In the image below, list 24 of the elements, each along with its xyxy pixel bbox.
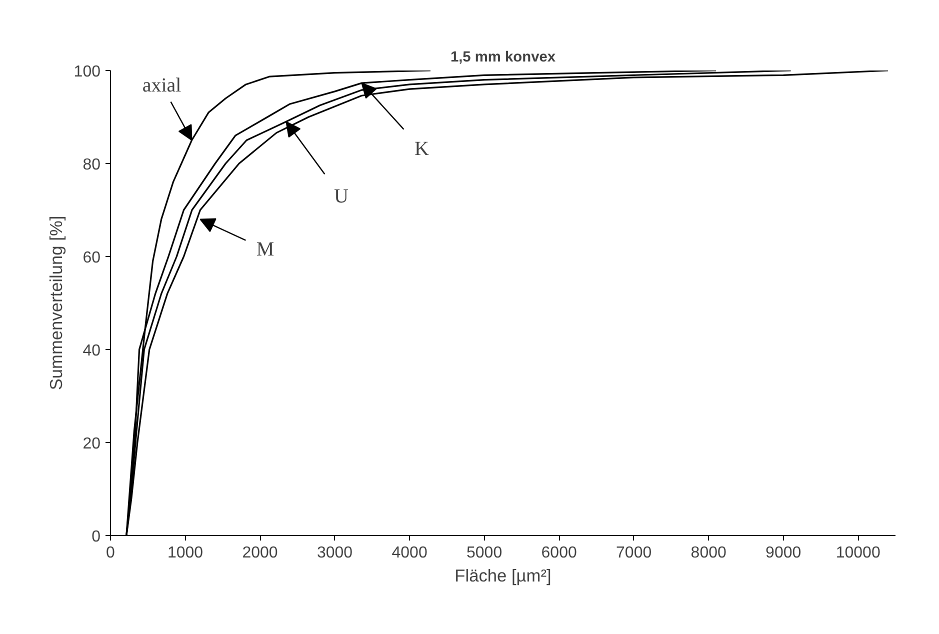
x-tick-label: 5000: [466, 544, 502, 562]
x-tick-label: 6000: [541, 544, 577, 562]
y-tick-label: 100: [74, 64, 101, 80]
x-tick-label: 10000: [836, 544, 880, 562]
x-tick-label: 7000: [616, 544, 652, 562]
y-axis-title: Summenverteilung [%]: [46, 216, 66, 390]
x-axis-title: Fläche [µm²]: [454, 566, 552, 586]
x-tick-label: 2000: [242, 544, 278, 562]
x-tick-label: 4000: [392, 544, 428, 562]
x-tick-label: 8000: [690, 544, 726, 562]
annotation: K: [414, 138, 430, 160]
x-tick-label: 3000: [316, 544, 353, 562]
x-tick-label: 0: [106, 544, 116, 562]
x-tick-label: 9000: [766, 544, 802, 562]
chart-title: 1,5 mm konvex: [450, 50, 556, 66]
y-tick-label: 80: [82, 156, 101, 174]
annotation: U: [334, 186, 349, 208]
x-tick-label: 1000: [167, 544, 204, 562]
y-tick-label: 0: [92, 528, 101, 546]
y-tick-label: 60: [82, 250, 101, 266]
annotation: M: [256, 238, 274, 260]
y-tick-label: 40: [82, 342, 101, 360]
y-tick-label: 20: [82, 436, 101, 452]
annotation: axial: [142, 74, 182, 96]
